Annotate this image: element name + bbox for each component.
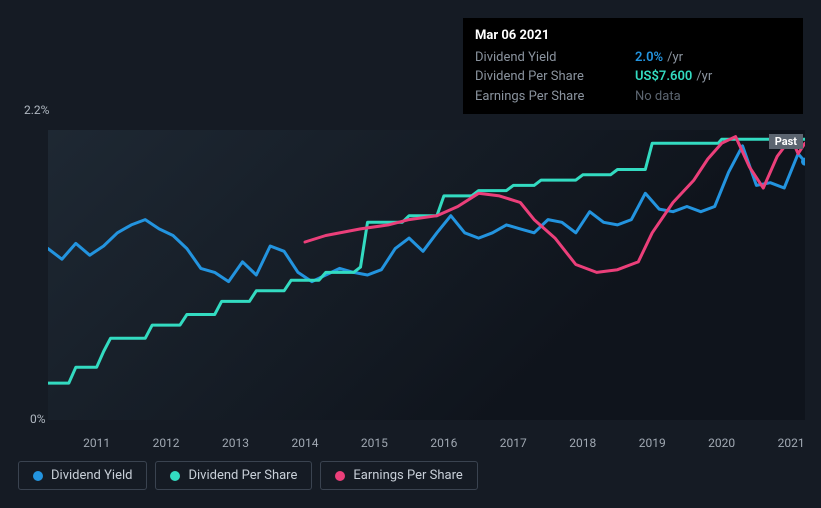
tooltip-row-value: US$7.600 (635, 67, 692, 87)
legend-dot-icon (335, 471, 345, 481)
tooltip-row-label: Dividend Per Share (475, 67, 635, 87)
tooltip-row-value: No data (635, 87, 681, 107)
tooltip-row-value: 2.0% (635, 48, 663, 68)
x-tick: 2019 (639, 436, 666, 450)
x-tick: 2020 (708, 436, 735, 450)
chart-plot-area[interactable] (48, 130, 805, 420)
x-tick: 2017 (500, 436, 527, 450)
tooltip-row: Dividend Per ShareUS$7.600/yr (475, 67, 791, 87)
legend-item[interactable]: Earnings Per Share (320, 461, 477, 490)
legend: Dividend Yield Dividend Per Share Earnings… (18, 461, 478, 490)
tooltip-row-label: Dividend Yield (475, 48, 635, 68)
x-tick: 2018 (569, 436, 596, 450)
legend-label: Earnings Per Share (353, 468, 462, 483)
series-line (305, 137, 805, 273)
x-tick: 2014 (291, 436, 318, 450)
tooltip-row: Earnings Per ShareNo data (475, 87, 791, 107)
legend-dot-icon (170, 471, 180, 481)
x-tick: 2012 (153, 436, 180, 450)
chart-lines-svg (48, 130, 805, 420)
tooltip-row-unit: /yr (696, 67, 712, 87)
series-line (48, 146, 805, 282)
y-axis-max-label: 2.2% (24, 103, 49, 117)
x-tick: 2011 (83, 436, 110, 450)
tooltip-panel: Mar 06 2021 Dividend Yield2.0%/yrDividen… (463, 18, 803, 114)
tooltip-row-unit: /yr (667, 48, 683, 68)
x-tick: 2015 (361, 436, 388, 450)
series-line (48, 139, 805, 383)
legend-dot-icon (33, 471, 43, 481)
legend-item[interactable]: Dividend Per Share (155, 461, 312, 490)
y-axis-min-label: 0% (30, 412, 46, 426)
legend-item[interactable]: Dividend Yield (18, 461, 147, 490)
tooltip-date: Mar 06 2021 (475, 26, 791, 46)
legend-label: Dividend Per Share (188, 468, 297, 483)
legend-label: Dividend Yield (51, 468, 132, 483)
tooltip-row: Dividend Yield2.0%/yr (475, 48, 791, 68)
tooltip-row-label: Earnings Per Share (475, 87, 635, 107)
x-tick: 2013 (222, 436, 249, 450)
x-axis: 2011 2012 2013 2014 2015 2016 2017 2018 2019 2020… (48, 436, 805, 456)
past-badge: Past (769, 134, 803, 149)
x-tick: 2016 (430, 436, 457, 450)
x-tick: 2021 (778, 436, 805, 450)
